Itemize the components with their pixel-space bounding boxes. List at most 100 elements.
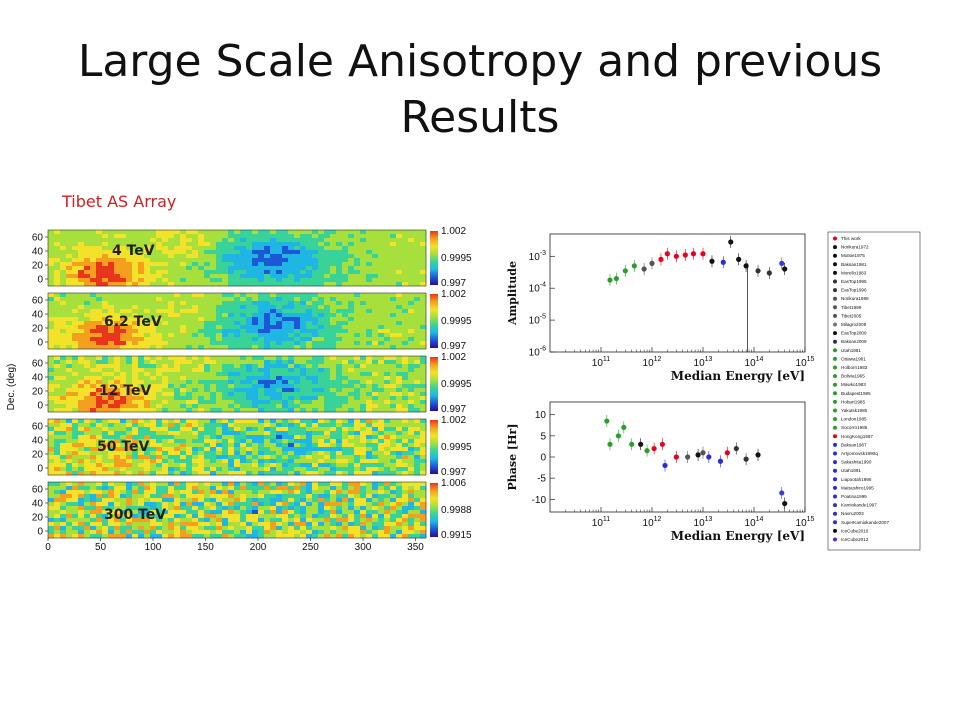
sky-cell	[354, 400, 361, 405]
sky-cell	[162, 274, 169, 279]
sky-cell	[384, 482, 391, 487]
sky-cell	[384, 439, 391, 444]
sky-cell	[228, 372, 235, 377]
data-point	[733, 445, 739, 452]
sky-cell	[378, 510, 385, 515]
sky-cell	[384, 364, 391, 369]
sky-cell	[222, 451, 229, 456]
sky-cell	[174, 317, 181, 322]
sky-cell	[120, 246, 127, 251]
sky-cell	[414, 498, 421, 503]
sky-cell	[306, 238, 313, 243]
sky-cell	[78, 250, 85, 255]
colorbar-label: 0.9995	[441, 316, 472, 327]
sky-cell	[336, 467, 343, 472]
sky-cell	[366, 451, 373, 456]
sky-cell	[48, 396, 55, 401]
sky-cell	[138, 337, 145, 342]
sky-cell	[228, 522, 235, 527]
sky-cell	[198, 404, 205, 409]
sky-cell	[132, 234, 139, 239]
sky-cell	[222, 506, 229, 511]
sky-cell	[132, 258, 139, 263]
legend-entry: Morello1983	[841, 270, 867, 275]
sky-cell	[240, 419, 247, 424]
sky-cell	[294, 502, 301, 507]
sky-cell	[150, 431, 157, 436]
sky-cell	[384, 423, 391, 428]
sky-cell	[384, 392, 391, 397]
sky-cell	[420, 305, 427, 310]
sky-cell	[126, 506, 133, 511]
sky-cell	[90, 345, 97, 350]
sky-cell	[168, 278, 175, 283]
sky-cell	[132, 309, 139, 314]
sky-cell	[156, 254, 163, 259]
sky-cell	[336, 506, 343, 511]
sky-cell	[264, 490, 271, 495]
sky-cell	[84, 337, 91, 342]
sky-cell	[342, 463, 349, 468]
sky-cell	[150, 526, 157, 531]
sky-cell	[354, 321, 361, 326]
legend-marker	[833, 477, 837, 482]
sky-cell	[48, 266, 55, 271]
sky-cell	[294, 392, 301, 397]
legend-marker	[833, 331, 837, 336]
sky-cell	[180, 254, 187, 259]
sky-cell	[288, 498, 295, 503]
sky-cell	[48, 534, 55, 539]
sky-cell	[318, 518, 325, 523]
sky-cell	[204, 447, 211, 452]
sky-cell	[294, 317, 301, 322]
sky-cell	[240, 238, 247, 243]
sky-cell	[108, 356, 115, 361]
sky-cell	[78, 246, 85, 251]
sky-cell	[354, 313, 361, 318]
sky-cell	[408, 400, 415, 405]
sky-cell	[234, 443, 241, 448]
sky-cell	[390, 404, 397, 409]
sky-cell	[336, 333, 343, 338]
sky-cell	[354, 494, 361, 499]
sky-cell	[312, 490, 319, 495]
sky-cell	[300, 502, 307, 507]
sky-cell	[90, 431, 97, 436]
sky-cell	[288, 419, 295, 424]
sky-cell	[354, 498, 361, 503]
legend-entry: London1985	[841, 417, 867, 422]
sky-cell	[156, 266, 163, 271]
sky-cell	[162, 278, 169, 283]
sky-cell	[126, 404, 133, 409]
sky-cell	[174, 242, 181, 247]
sky-cell	[324, 368, 331, 373]
sky-cell	[180, 486, 187, 491]
sky-cell	[246, 270, 253, 275]
sky-cell	[102, 333, 109, 338]
sky-cell	[84, 234, 91, 239]
sky-cell	[54, 360, 61, 365]
sky-cell	[198, 309, 205, 314]
data-point	[644, 448, 650, 454]
sky-cell	[384, 451, 391, 456]
sky-cell	[336, 337, 343, 342]
sky-cell	[126, 309, 133, 314]
sky-cell	[330, 278, 337, 283]
data-point	[631, 263, 637, 269]
sky-cell	[204, 506, 211, 511]
sky-cell	[168, 423, 175, 428]
sky-cell	[204, 230, 211, 235]
sky-cell	[378, 238, 385, 243]
sky-cell	[402, 325, 409, 330]
sky-cell	[342, 368, 349, 373]
sky-cell	[66, 467, 73, 472]
sky-cell	[270, 246, 277, 251]
sky-cell	[174, 463, 181, 468]
legend-marker	[833, 520, 837, 525]
sky-cell	[294, 530, 301, 535]
sky-cell	[294, 337, 301, 342]
sky-cell	[144, 396, 151, 401]
sky-cell	[282, 313, 289, 318]
sky-cell	[384, 463, 391, 468]
